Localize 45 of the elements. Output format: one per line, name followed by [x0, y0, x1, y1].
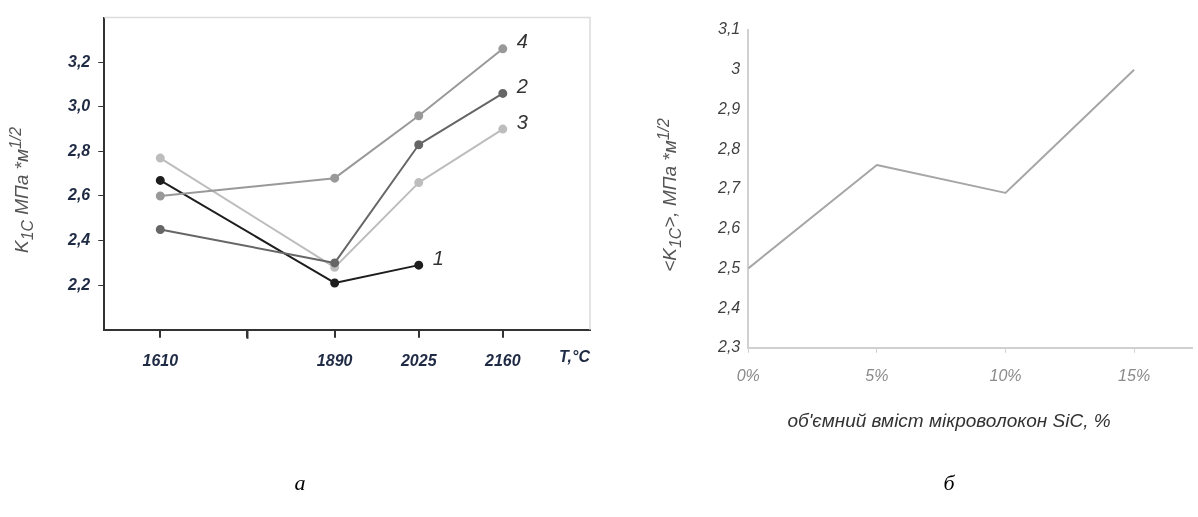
series-label: 1 — [432, 246, 444, 269]
y-tick-label: 2,5 — [716, 258, 741, 276]
series-label: 2 — [515, 74, 528, 97]
series-label: 3 — [516, 110, 528, 133]
point — [414, 111, 424, 121]
y-tick-label: 2,7 — [716, 179, 742, 197]
point — [414, 140, 424, 150]
point — [414, 178, 424, 188]
text: б — [943, 470, 955, 496]
y-tick-label: 2,4 — [66, 231, 91, 249]
y-tick-label: 2,4 — [716, 298, 741, 316]
y-tick-label: 2,8 — [716, 139, 741, 157]
point — [155, 153, 165, 163]
y-tick-label: 2,2 — [66, 275, 91, 293]
point — [330, 258, 340, 268]
x-tick-label: 0% — [736, 366, 760, 384]
point — [498, 44, 508, 54]
x-axis-title: об'ємний вміст мікроволокон SiC, % — [787, 410, 1111, 432]
x-tick-label: 10% — [989, 366, 1022, 384]
point — [155, 175, 165, 185]
y-tick-label: 3,0 — [67, 97, 91, 115]
y-tick-label: 2,8 — [66, 141, 91, 159]
y-tick-label: 2,6 — [716, 219, 741, 237]
y-tick-label: 2,6 — [66, 186, 91, 204]
point — [155, 191, 165, 201]
x-tick-label: 1610 — [142, 351, 179, 369]
point — [498, 88, 508, 98]
y-tick-label: 3,2 — [67, 52, 91, 70]
series-label: 4 — [516, 30, 528, 53]
y-tick-label: 3,1 — [717, 20, 741, 38]
x-tick-label: 1890 — [316, 351, 353, 369]
x-tick-label: 5% — [865, 366, 889, 384]
y-tick-label: 2,9 — [716, 99, 741, 117]
text: а — [294, 470, 306, 496]
y-tick-label: 2,3 — [716, 338, 741, 356]
point — [498, 124, 508, 134]
x-tick-label: 15% — [1118, 366, 1151, 384]
x-axis-title: T,°C — [559, 348, 591, 366]
y-tick-label: 3 — [731, 60, 741, 78]
x-tick-label: 2160 — [484, 351, 521, 369]
x-tick-label: 2025 — [399, 351, 438, 369]
point — [330, 278, 340, 288]
point — [330, 173, 340, 183]
point — [155, 224, 165, 234]
point — [414, 260, 424, 270]
